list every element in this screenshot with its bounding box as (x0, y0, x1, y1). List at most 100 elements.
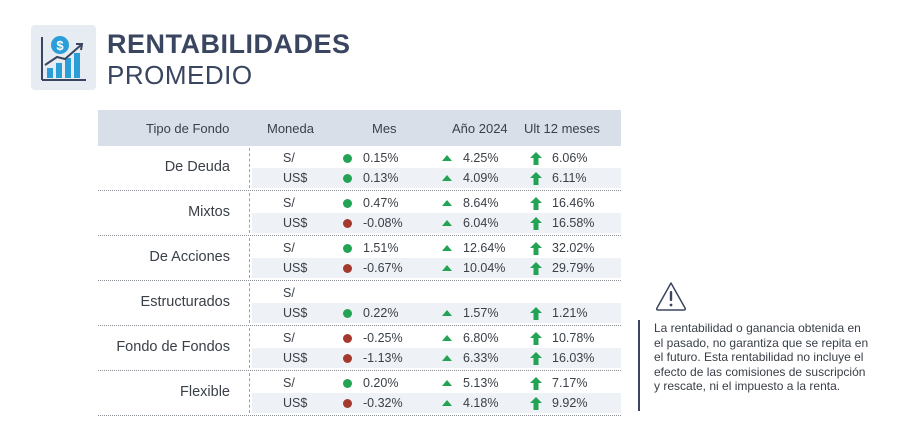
year-return-cell: 6.04% (463, 216, 499, 230)
fund-group: Fondo de Fondos S/ -0.25% 6.80% 10.78% US$ -1.… (98, 326, 621, 371)
triangle-up-icon (442, 265, 452, 271)
table-row: US$ -0.32% 4.18% 9.92% (252, 393, 621, 413)
triangle-up-icon (442, 175, 452, 181)
table-row: US$ -0.08% 6.04% 16.58% (252, 213, 621, 233)
arrow-up-icon (529, 241, 543, 256)
fund-name: Flexible (180, 384, 230, 400)
twelve-month-return-cell: 6.11% (552, 171, 587, 185)
column-divider (249, 328, 250, 368)
returns-table: Tipo de Fondo Moneda Mes Año 2024 Ult 12… (98, 110, 621, 416)
column-divider (249, 148, 250, 188)
arrow-up-icon (529, 261, 543, 276)
warning-triangle-icon (654, 280, 688, 312)
triangle-up-icon (442, 310, 452, 316)
year-return-cell: 4.25% (463, 151, 499, 165)
status-dot-icon (343, 334, 352, 343)
money-growth-chart-icon: $ (31, 25, 96, 90)
disclaimer-text: La rentabilidad o ganancia obtenida en e… (654, 321, 869, 393)
arrow-up-icon (529, 216, 543, 231)
arrow-up-icon (529, 351, 543, 366)
twelve-month-return-cell: 16.58% (552, 216, 595, 230)
status-dot-icon (343, 154, 352, 163)
currency-cell: US$ (283, 396, 308, 410)
svg-text:$: $ (56, 38, 64, 53)
column-divider (249, 193, 250, 233)
year-return-cell: 6.80% (463, 331, 499, 345)
status-dot-icon (343, 244, 352, 253)
twelve-month-return-cell: 1.21% (552, 306, 588, 320)
twelve-month-return-cell: 16.46% (552, 196, 595, 210)
table-row: S/ -0.25% 6.80% 10.78% (252, 328, 621, 348)
month-return-cell: 0.13% (363, 171, 399, 185)
fund-name: Mixtos (188, 204, 230, 220)
twelve-month-return-cell: 7.17% (552, 376, 588, 390)
currency-cell: US$ (283, 306, 308, 320)
currency-cell: US$ (283, 351, 308, 365)
status-dot-icon (343, 309, 352, 318)
col-header-mes: Mes (372, 121, 397, 136)
month-return-cell: 1.51% (363, 241, 399, 255)
table-body: De Deuda S/0.15% 4.25% 6.06% US$ 0.13% 4.09% 6.… (98, 146, 621, 416)
twelve-month-return-cell: 32.02% (552, 241, 595, 255)
triangle-up-icon (442, 380, 452, 386)
currency-cell: S/ (283, 151, 295, 165)
table-header: Tipo de Fondo Moneda Mes Año 2024 Ult 12… (98, 110, 621, 146)
col-header-anio: Año 2024 (452, 121, 508, 136)
month-return-cell: 0.20% (363, 376, 399, 390)
fund-name: Fondo de Fondos (116, 339, 230, 355)
col-header-ult12: Ult 12 meses (524, 121, 600, 136)
month-return-cell: -0.67% (363, 261, 403, 275)
month-return-cell: -1.13% (363, 351, 403, 365)
column-divider (249, 238, 250, 278)
fund-group: De Deuda S/0.15% 4.25% 6.06% US$ 0.13% 4.09% 6.… (98, 146, 621, 191)
fund-group: Mixtos S/0.47% 8.64% 16.46% US$ -0.08% 6.04% 16… (98, 191, 621, 236)
year-return-cell: 8.64% (463, 196, 499, 210)
status-dot-icon (343, 174, 352, 183)
triangle-up-icon (442, 400, 452, 406)
disclaimer-bar (638, 320, 640, 411)
currency-cell: S/ (283, 196, 295, 210)
currency-cell: S/ (283, 286, 295, 300)
month-return-cell: 0.15% (363, 151, 399, 165)
arrow-up-icon (529, 306, 543, 321)
month-return-cell: -0.08% (363, 216, 403, 230)
col-header-tipo: Tipo de Fondo (146, 121, 230, 136)
page-title: RENTABILIDADES (107, 29, 351, 59)
currency-cell: US$ (283, 171, 308, 185)
year-return-cell: 1.57% (463, 306, 499, 320)
table-row: S/1.51% 12.64% 32.02% (252, 238, 621, 258)
status-dot-icon (343, 379, 352, 388)
twelve-month-return-cell: 16.03% (552, 351, 595, 365)
arrow-up-icon (529, 396, 543, 411)
month-return-cell: 0.22% (363, 306, 399, 320)
twelve-month-return-cell: 10.78% (552, 331, 595, 345)
status-dot-icon (343, 219, 352, 228)
table-row: US$ 0.13% 4.09% 6.11% (252, 168, 621, 188)
arrow-up-icon (529, 376, 543, 391)
currency-cell: S/ (283, 241, 295, 255)
table-row: S/0.47% 8.64% 16.46% (252, 193, 621, 213)
status-dot-icon (343, 354, 352, 363)
month-return-cell: -0.32% (363, 396, 403, 410)
year-return-cell: 12.64% (463, 241, 506, 255)
triangle-up-icon (442, 335, 452, 341)
triangle-up-icon (442, 355, 452, 361)
table-row: US$ -0.67% 10.04% 29.79% (252, 258, 621, 278)
arrow-up-icon (529, 196, 543, 211)
year-return-cell: 6.33% (463, 351, 499, 365)
status-dot-icon (343, 264, 352, 273)
fund-group: Estructurados S/US$ 0.22% 1.57% 1.21% (98, 281, 621, 326)
triangle-up-icon (442, 155, 452, 161)
fund-name: De Deuda (164, 159, 230, 175)
fund-group: De Acciones S/1.51% 12.64% 32.02% US$ -0.67% 1… (98, 236, 621, 281)
arrow-up-icon (529, 151, 543, 166)
table-row: S/0.15% 4.25% 6.06% (252, 148, 621, 168)
year-return-cell: 10.04% (463, 261, 506, 275)
column-divider (249, 373, 250, 413)
arrow-up-icon (529, 331, 543, 346)
year-return-cell: 5.13% (463, 376, 499, 390)
currency-cell: US$ (283, 216, 308, 230)
table-row: S/ (252, 283, 621, 303)
arrow-up-icon (529, 171, 543, 186)
twelve-month-return-cell: 6.06% (552, 151, 588, 165)
